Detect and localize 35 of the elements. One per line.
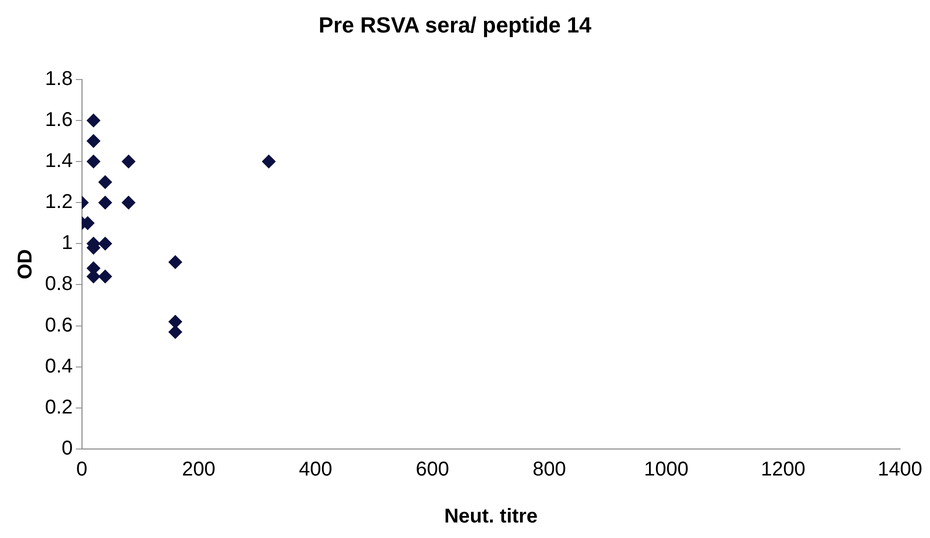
y-tick-label: 1.8 xyxy=(44,68,73,90)
point xyxy=(168,314,182,329)
point xyxy=(86,154,100,169)
x-tick-label: 0 xyxy=(76,458,88,481)
y-tick-label: 0.4 xyxy=(44,355,73,378)
point xyxy=(86,113,100,128)
point xyxy=(82,216,95,230)
x-tick-label: 1400 xyxy=(878,458,922,481)
point xyxy=(98,270,112,284)
point xyxy=(98,236,112,251)
point xyxy=(262,154,276,169)
y-tick-label: 0 xyxy=(62,438,73,460)
point xyxy=(168,255,182,270)
y-tick-label: 1 xyxy=(62,232,73,254)
chart-title: Pre RSVA sera/ peptide 14 xyxy=(318,12,592,38)
x-tick-label: 1200 xyxy=(760,458,806,481)
x-axis-title: Neut. titre xyxy=(444,506,538,528)
y-tick-label: 1.6 xyxy=(44,108,73,131)
point xyxy=(98,196,112,210)
x-tick-label: 200 xyxy=(182,458,216,481)
y-tick-label: 0.6 xyxy=(44,314,73,336)
x-tick-label: 400 xyxy=(298,458,332,481)
x-tick-label: 1000 xyxy=(644,458,688,481)
x-tick-label: 800 xyxy=(532,458,566,481)
y-tick-label: 1.2 xyxy=(44,191,73,214)
y-tick-label: 1.4 xyxy=(44,150,73,172)
point xyxy=(98,175,112,190)
y-tick-label: 0.8 xyxy=(44,273,73,296)
y-tick-label: 0.2 xyxy=(44,396,73,418)
point xyxy=(86,134,100,148)
y-axis-title: OD xyxy=(14,249,37,280)
point xyxy=(122,196,136,210)
x-tick-label: 600 xyxy=(416,458,450,481)
point xyxy=(122,154,136,169)
point xyxy=(168,324,182,339)
